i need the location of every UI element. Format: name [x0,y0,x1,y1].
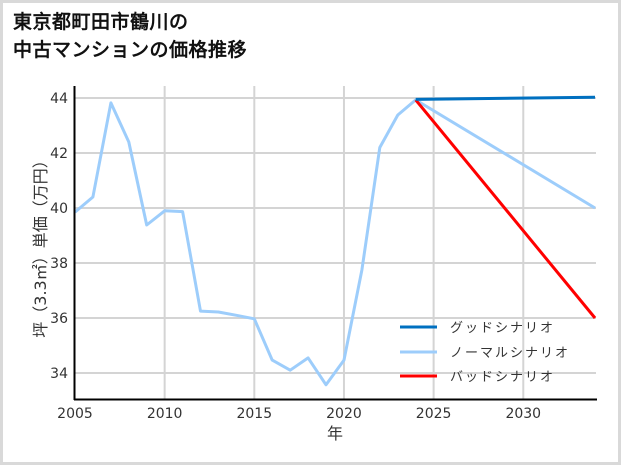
x-tick-label: 2030 [505,406,541,422]
series-line-1 [74,98,596,387]
y-tick-labels: 34 36 38 40 42 44 [50,91,68,382]
legend-label: ノーマルシナリオ [450,346,570,361]
legend-label: グッドシナリオ [450,321,555,336]
data-series [74,95,597,387]
x-tick-label: 2005 [57,406,93,422]
x-axis-title: 年 [327,424,343,443]
grid-lines [75,86,596,399]
chart-title-line-2: 中古マンションの価格推移 [13,39,248,61]
x-tick-label: 2015 [236,406,272,422]
series-line-0 [415,95,596,101]
y-axis-title: 坪（3.3㎡）単価（万円） [31,152,50,337]
y-tick-label: 38 [50,256,68,272]
chart-title-line-1: 東京都町田市鶴川の [13,11,189,33]
y-tick-label: 44 [50,91,68,107]
chart-title: 東京都町田市鶴川の 中古マンションの価格推移 [13,8,247,64]
y-tick-label: 42 [50,146,68,162]
axes [73,86,597,401]
series-line-2 [414,98,597,319]
x-tick-label: 2020 [326,406,362,422]
x-tick-label: 2025 [416,406,452,422]
x-tick-labels: 2005 2010 2015 2020 2025 2030 [57,406,541,422]
legend-label: バッドシナリオ [450,370,555,385]
y-tick-label: 36 [50,311,68,327]
x-tick-label: 2010 [147,406,183,422]
y-tick-label: 34 [50,366,68,382]
y-tick-label: 40 [50,201,68,217]
